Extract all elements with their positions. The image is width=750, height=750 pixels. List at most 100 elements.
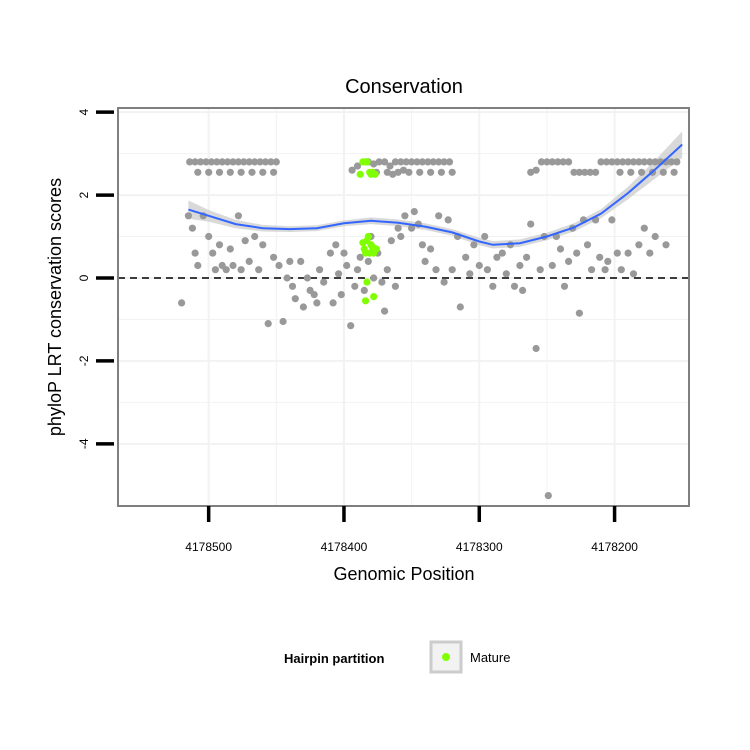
conservation-point: [670, 168, 678, 176]
conservation-point: [394, 224, 402, 232]
conservation-point: [498, 249, 506, 257]
conservation-point: [316, 266, 324, 274]
conservation-point: [248, 168, 256, 176]
conservation-point: [222, 266, 230, 274]
conservation-point: [251, 232, 259, 241]
conservation-point: [418, 241, 426, 249]
conservation-point: [548, 158, 556, 166]
conservation-point: [326, 249, 334, 257]
conservation-point: [608, 216, 616, 224]
conservation-point: [356, 253, 364, 261]
conservation-point: [565, 257, 573, 265]
conservation-point: [329, 299, 337, 307]
conservation-point: [413, 158, 421, 166]
axes: 4178500 4178400 4178300 4178200 4 2 0 -2 -4: [77, 108, 638, 554]
conservation-point: [205, 168, 213, 176]
conservation-point: [575, 309, 584, 317]
conservation-point: [613, 158, 621, 166]
confidence-ribbon: [188, 131, 683, 249]
conservation-point: [416, 168, 424, 176]
conservation-point: [256, 158, 264, 166]
conservation-point: [651, 158, 659, 166]
conservation-point: [616, 168, 624, 176]
conservation-point: [523, 253, 531, 261]
conservation-point: [381, 158, 389, 166]
conservation-point: [340, 249, 348, 257]
conservation-point: [251, 158, 259, 166]
conservation-point: [270, 253, 278, 261]
conservation-point: [337, 291, 345, 299]
smooth-line: [188, 143, 683, 246]
conservation-point: [624, 158, 632, 166]
conservation-point: [279, 317, 287, 326]
conservation-point: [397, 158, 405, 166]
conservation-point: [394, 168, 402, 176]
conservation-point: [194, 168, 202, 176]
conservation-point: [313, 299, 321, 307]
conservation-point: [226, 168, 234, 176]
conservation-point: [629, 158, 638, 166]
conservation-point: [401, 212, 409, 220]
conservation-point: [370, 160, 378, 168]
conservation-point: [608, 158, 616, 166]
panel-border: [117, 107, 690, 507]
conservation-point: [408, 224, 416, 232]
conservation-point: [303, 274, 311, 282]
conservation-point: [475, 261, 483, 270]
conservation-point: [437, 168, 445, 176]
conservation-point: [596, 253, 604, 261]
conservation-point: [667, 158, 676, 166]
conservation-point: [601, 266, 609, 274]
conservation-point: [427, 245, 435, 253]
conservation-point: [184, 212, 192, 220]
conservation-point: [272, 158, 280, 166]
mature-point: [362, 249, 370, 257]
mature-point: [363, 158, 371, 166]
conservation-point: [559, 158, 567, 166]
conservation-point: [343, 261, 351, 270]
mature-point: [356, 170, 364, 178]
conservation-point: [264, 320, 272, 328]
conservation-point: [588, 266, 596, 274]
conservation-point: [462, 253, 470, 261]
conservation-point: [575, 168, 584, 176]
conservation-point: [570, 168, 578, 176]
conservation-point: [215, 168, 224, 176]
conservation-point: [651, 232, 659, 241]
conservation-point: [445, 158, 454, 166]
conservation-point: [440, 278, 448, 286]
conservation-point: [408, 158, 416, 166]
y-tick-label: 0: [77, 274, 91, 281]
conservation-point: [353, 266, 362, 274]
conservation-point: [275, 261, 283, 270]
conservation-point: [402, 158, 410, 166]
y-tick-label: 2: [77, 191, 91, 198]
x-axis-title: Genomic Position: [333, 564, 474, 584]
x-tick-label: 4178500: [185, 540, 232, 554]
conservation-point: [229, 158, 237, 166]
conservation-point: [640, 224, 648, 232]
conservation-point: [448, 266, 456, 274]
grid: [118, 108, 689, 506]
conservation-point: [424, 158, 432, 166]
conservation-point: [215, 241, 224, 249]
x-tick-label: 4178400: [321, 540, 368, 554]
conservation-point: [207, 158, 215, 166]
mature-point: [372, 245, 380, 253]
legend-label-mature: Mature: [470, 650, 510, 665]
conservation-point: [646, 158, 654, 166]
legend-key-mature: [442, 653, 450, 661]
conservation-point: [370, 274, 378, 282]
y-tick-label: -4: [77, 438, 91, 449]
conservation-point: [255, 266, 263, 274]
conservation-point: [659, 168, 667, 176]
conservation-point: [627, 168, 635, 176]
conservation-point: [381, 307, 389, 315]
conservation-point: [391, 282, 399, 290]
conservation-point: [240, 158, 248, 166]
conservation-point: [389, 170, 397, 178]
smooth-ribbon: [188, 131, 683, 249]
conservation-point: [635, 241, 643, 249]
conservation-point: [245, 257, 253, 265]
